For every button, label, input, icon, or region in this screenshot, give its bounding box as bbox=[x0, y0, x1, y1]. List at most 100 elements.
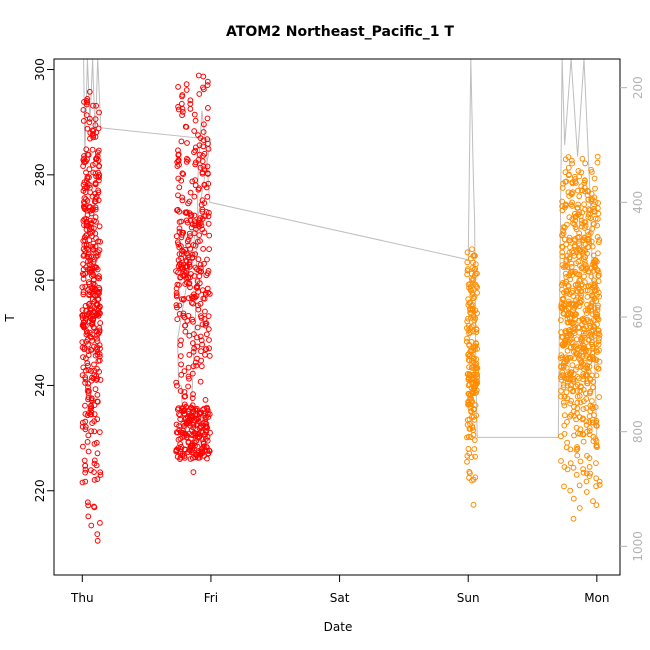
data-point bbox=[588, 328, 595, 335]
data-point bbox=[196, 232, 203, 239]
data-point bbox=[173, 379, 180, 386]
data-point bbox=[584, 187, 591, 194]
data-point bbox=[472, 261, 479, 268]
data-point bbox=[593, 347, 600, 354]
data-point bbox=[583, 489, 590, 495]
data-point bbox=[96, 275, 102, 282]
data-point bbox=[179, 92, 186, 98]
data-point bbox=[207, 429, 213, 436]
data-point bbox=[192, 182, 199, 189]
data-point bbox=[580, 415, 586, 422]
data-point bbox=[91, 457, 98, 464]
data-point bbox=[567, 460, 574, 467]
data-point bbox=[178, 218, 185, 225]
data-point bbox=[180, 171, 187, 178]
data-point bbox=[472, 346, 478, 353]
data-point bbox=[83, 245, 90, 252]
data-point bbox=[187, 233, 193, 240]
data-point bbox=[194, 343, 201, 350]
data-point bbox=[179, 112, 186, 119]
data-point bbox=[471, 437, 478, 444]
data-point bbox=[474, 374, 481, 381]
data-point bbox=[85, 513, 92, 520]
data-point bbox=[586, 428, 593, 434]
data-point bbox=[176, 161, 182, 168]
data-point bbox=[173, 292, 180, 299]
data-point bbox=[594, 159, 601, 166]
data-point bbox=[573, 226, 580, 233]
data-point bbox=[91, 402, 98, 409]
data-point bbox=[81, 324, 87, 331]
data-point bbox=[469, 425, 476, 431]
x-axis: Thu Fri Sat Sun Mon bbox=[70, 575, 610, 605]
data-point bbox=[88, 368, 94, 374]
data-point bbox=[205, 313, 212, 320]
data-point bbox=[88, 411, 95, 418]
data-point bbox=[189, 395, 196, 402]
data-point bbox=[596, 347, 602, 354]
data-point bbox=[472, 474, 479, 481]
data-point bbox=[191, 293, 197, 300]
data-point bbox=[577, 430, 583, 437]
data-point bbox=[578, 292, 584, 299]
data-point bbox=[95, 125, 102, 132]
data-point bbox=[176, 225, 183, 232]
data-point bbox=[590, 384, 596, 391]
data-point bbox=[206, 448, 213, 455]
data-point bbox=[586, 455, 593, 462]
data-point bbox=[186, 263, 193, 270]
data-point bbox=[95, 197, 102, 204]
data-point bbox=[564, 264, 571, 271]
data-point bbox=[560, 295, 567, 302]
data-point bbox=[474, 270, 480, 277]
pressure-trace-line bbox=[83, 58, 598, 438]
data-point bbox=[464, 249, 471, 256]
y-right-tick-label: 1000 bbox=[631, 531, 645, 562]
data-point bbox=[474, 284, 481, 291]
data-point bbox=[85, 394, 92, 401]
data-point bbox=[191, 111, 198, 118]
data-point bbox=[198, 448, 205, 455]
data-point bbox=[94, 476, 101, 483]
data-point bbox=[97, 310, 103, 317]
data-point bbox=[193, 362, 200, 369]
data-point bbox=[579, 209, 586, 216]
data-point bbox=[574, 445, 581, 452]
data-point bbox=[189, 455, 196, 461]
data-point bbox=[91, 469, 97, 476]
data-point bbox=[178, 255, 185, 262]
data-point bbox=[94, 398, 101, 405]
data-point bbox=[206, 209, 212, 216]
data-point bbox=[561, 402, 568, 409]
data-point bbox=[205, 180, 212, 187]
data-point bbox=[595, 216, 601, 222]
data-point bbox=[590, 498, 596, 505]
y-right-tick-label: 800 bbox=[631, 420, 645, 443]
data-point bbox=[202, 397, 209, 403]
data-point bbox=[584, 228, 591, 235]
data-point bbox=[179, 197, 186, 204]
data-point bbox=[583, 418, 590, 425]
data-point bbox=[186, 280, 193, 287]
data-point bbox=[82, 323, 89, 330]
data-point bbox=[180, 229, 187, 236]
data-point bbox=[562, 340, 569, 346]
data-point bbox=[183, 210, 190, 217]
data-point bbox=[86, 115, 93, 122]
data-point bbox=[205, 105, 211, 111]
data-point bbox=[593, 502, 600, 509]
data-point bbox=[91, 477, 98, 483]
data-point bbox=[474, 310, 481, 317]
data-point bbox=[84, 198, 91, 204]
data-point bbox=[584, 380, 591, 387]
data-point bbox=[471, 314, 477, 321]
data-point bbox=[93, 102, 99, 109]
data-point bbox=[84, 329, 91, 336]
data-point bbox=[588, 334, 595, 341]
data-point bbox=[474, 379, 481, 386]
data-point bbox=[187, 97, 194, 104]
data-point bbox=[96, 273, 102, 280]
data-point bbox=[587, 318, 594, 325]
data-point bbox=[88, 210, 95, 217]
data-point bbox=[593, 372, 600, 379]
